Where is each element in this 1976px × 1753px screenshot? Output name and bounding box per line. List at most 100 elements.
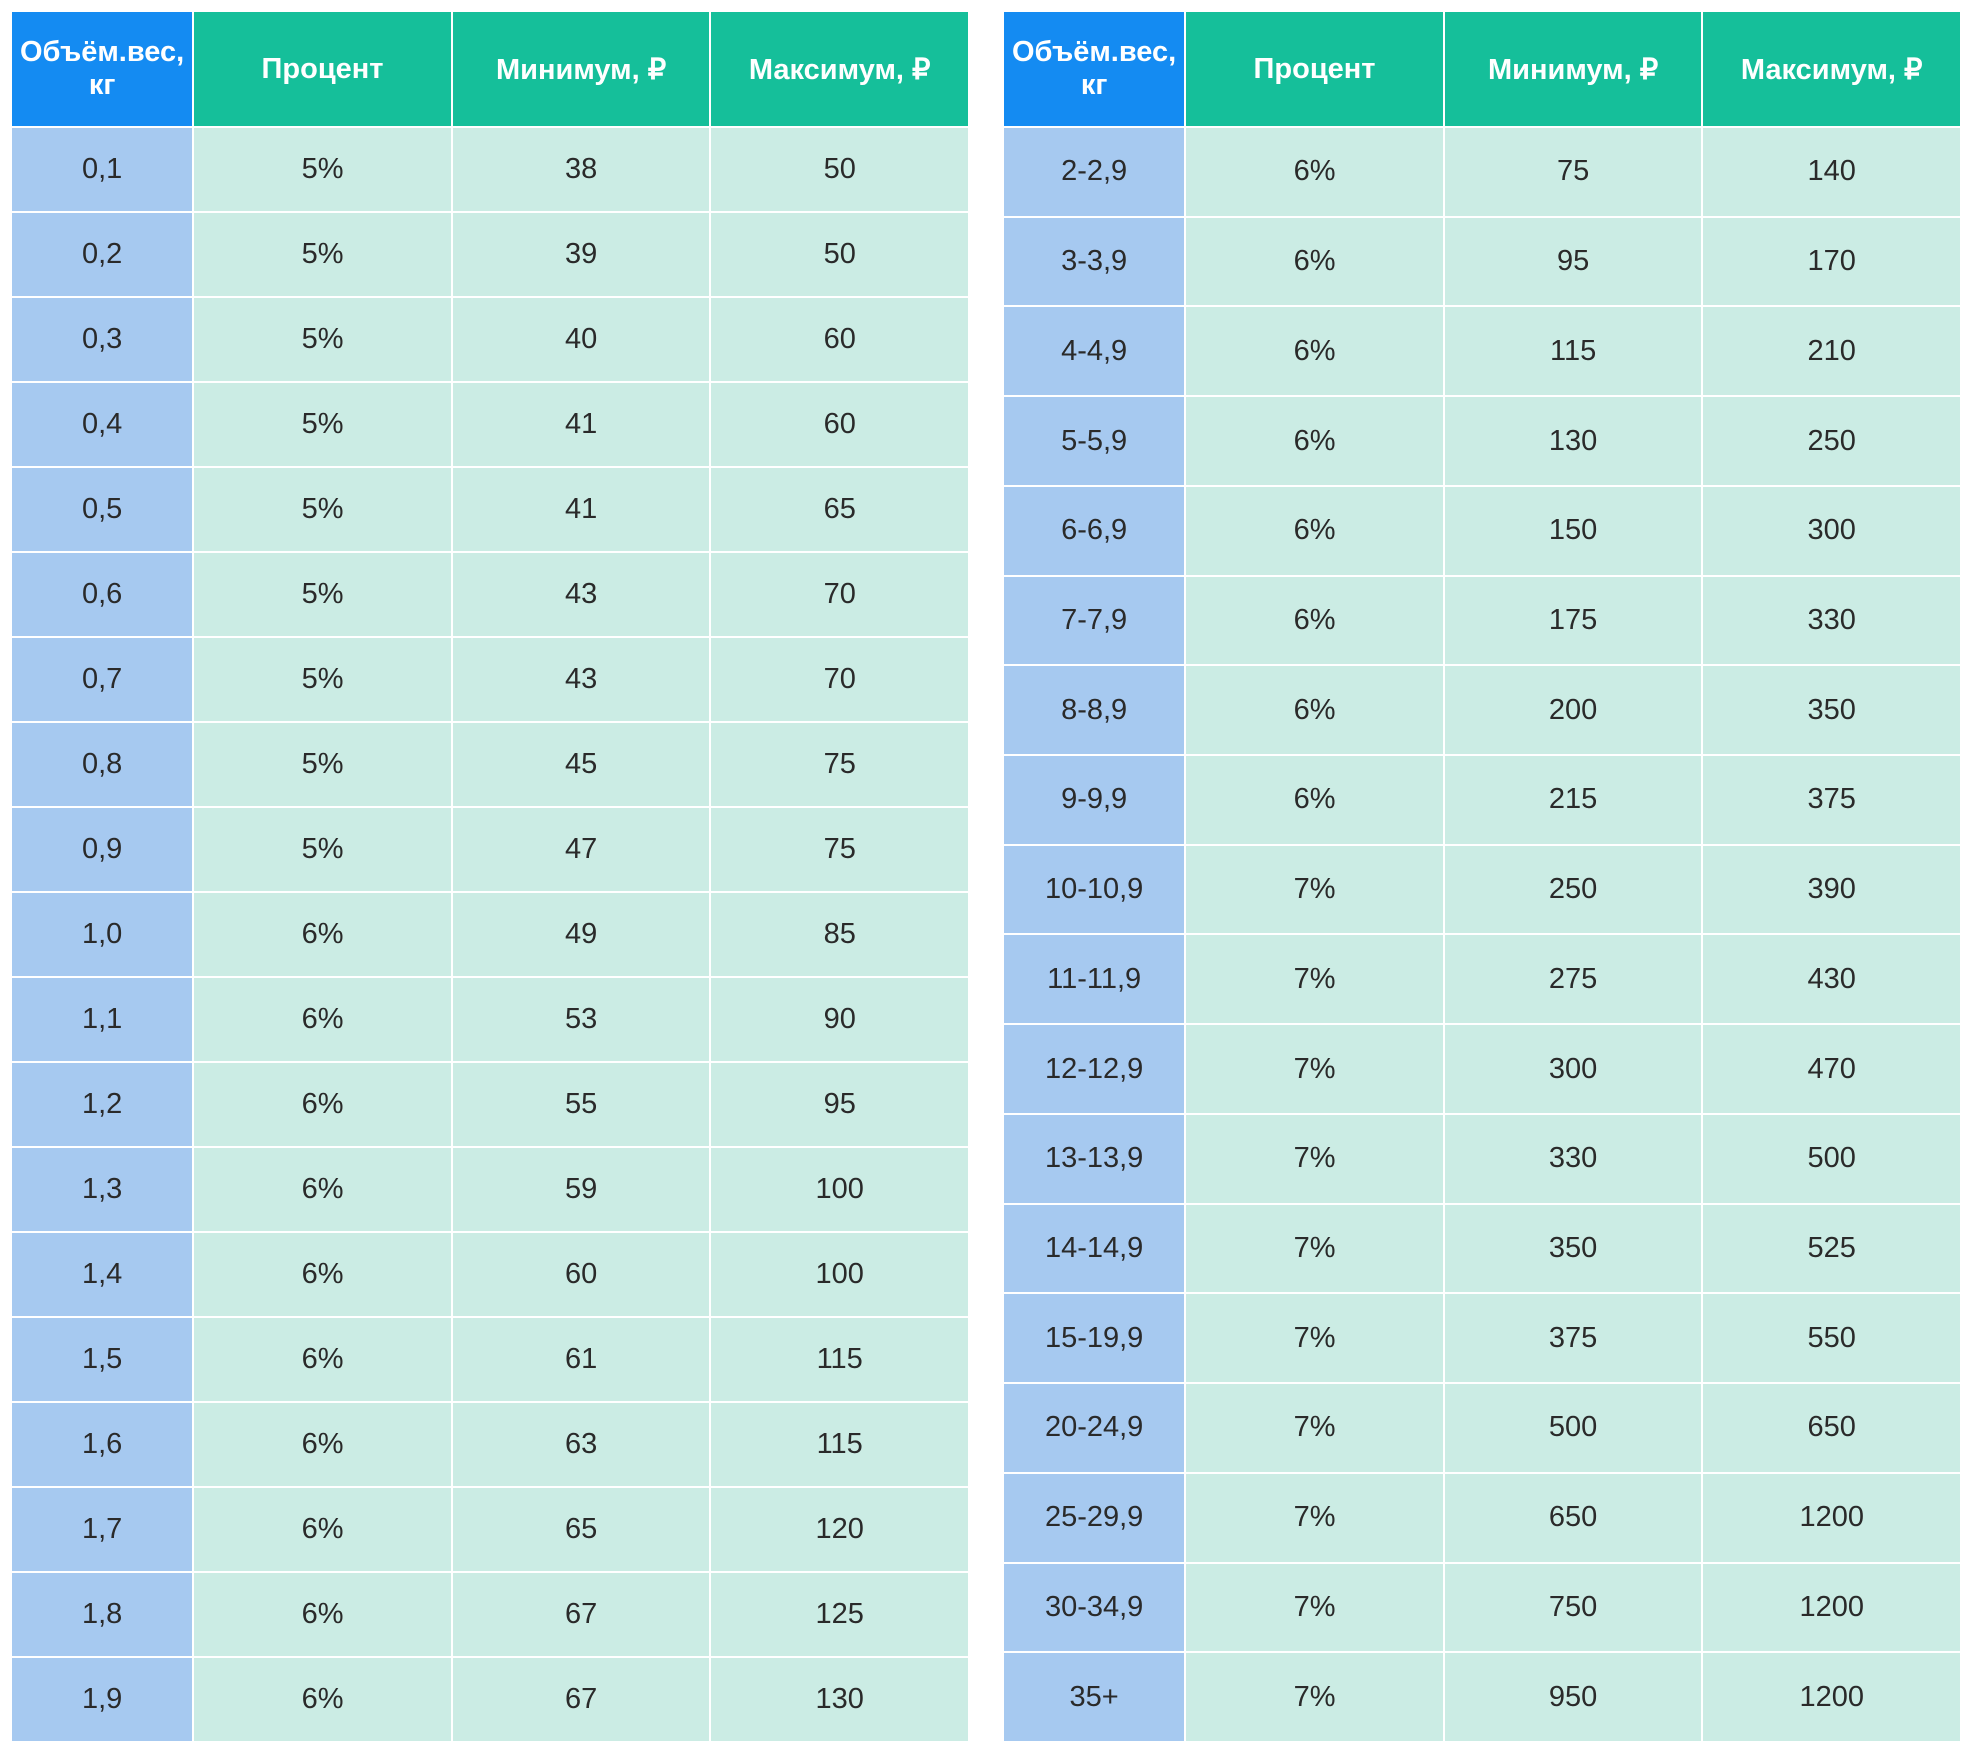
cell-percent: 7% bbox=[1185, 1114, 1444, 1204]
cell-min: 150 bbox=[1444, 486, 1703, 576]
cell-min: 130 bbox=[1444, 396, 1703, 486]
cell-max: 50 bbox=[710, 127, 969, 212]
cell-percent: 5% bbox=[193, 127, 452, 212]
table-row: 10-10,97%250390 bbox=[1003, 845, 1961, 935]
cell-min: 67 bbox=[452, 1657, 711, 1742]
cell-min: 750 bbox=[1444, 1563, 1703, 1653]
cell-min: 55 bbox=[452, 1062, 711, 1147]
cell-weight: 30-34,9 bbox=[1003, 1563, 1185, 1653]
cell-max: 330 bbox=[1702, 576, 1961, 666]
cell-percent: 7% bbox=[1185, 1652, 1444, 1742]
table-header-row: Объём.вес, кг Процент Минимум, ₽ Максиму… bbox=[11, 11, 969, 127]
table-row: 0,55%4165 bbox=[11, 467, 969, 552]
cell-weight: 9-9,9 bbox=[1003, 755, 1185, 845]
cell-min: 41 bbox=[452, 467, 711, 552]
cell-max: 65 bbox=[710, 467, 969, 552]
cell-weight: 1,7 bbox=[11, 1487, 193, 1572]
table-body-left: 0,15%38500,25%39500,35%40600,45%41600,55… bbox=[11, 127, 969, 1742]
cell-weight: 1,6 bbox=[11, 1402, 193, 1487]
cell-max: 60 bbox=[710, 297, 969, 382]
table-row: 1,16%5390 bbox=[11, 977, 969, 1062]
cell-max: 85 bbox=[710, 892, 969, 977]
cell-percent: 6% bbox=[1185, 127, 1444, 217]
cell-weight: 0,1 bbox=[11, 127, 193, 212]
cell-weight: 1,5 bbox=[11, 1317, 193, 1402]
cell-percent: 6% bbox=[1185, 665, 1444, 755]
cell-percent: 6% bbox=[193, 1147, 452, 1232]
cell-max: 550 bbox=[1702, 1293, 1961, 1383]
table-row: 25-29,97%6501200 bbox=[1003, 1473, 1961, 1563]
cell-weight: 0,4 bbox=[11, 382, 193, 467]
cell-weight: 1,1 bbox=[11, 977, 193, 1062]
table-row: 2-2,96%75140 bbox=[1003, 127, 1961, 217]
table-row: 13-13,97%330500 bbox=[1003, 1114, 1961, 1204]
column-header-percent: Процент bbox=[193, 11, 452, 127]
cell-min: 950 bbox=[1444, 1652, 1703, 1742]
cell-weight: 0,9 bbox=[11, 807, 193, 892]
cell-weight: 0,7 bbox=[11, 637, 193, 722]
cell-max: 60 bbox=[710, 382, 969, 467]
cell-max: 115 bbox=[710, 1402, 969, 1487]
table-row: 1,56%61115 bbox=[11, 1317, 969, 1402]
cell-percent: 6% bbox=[193, 1062, 452, 1147]
cell-weight: 3-3,9 bbox=[1003, 217, 1185, 307]
cell-percent: 5% bbox=[193, 212, 452, 297]
table-row: 35+7%9501200 bbox=[1003, 1652, 1961, 1742]
cell-percent: 7% bbox=[1185, 1293, 1444, 1383]
cell-max: 390 bbox=[1702, 845, 1961, 935]
cell-percent: 5% bbox=[193, 382, 452, 467]
table-body-right: 2-2,96%751403-3,96%951704-4,96%1152105-5… bbox=[1003, 127, 1961, 1742]
table-row: 14-14,97%350525 bbox=[1003, 1204, 1961, 1294]
cell-max: 115 bbox=[710, 1317, 969, 1402]
cell-percent: 6% bbox=[193, 892, 452, 977]
cell-weight: 1,3 bbox=[11, 1147, 193, 1232]
cell-max: 1200 bbox=[1702, 1652, 1961, 1742]
table-row: 4-4,96%115210 bbox=[1003, 306, 1961, 396]
cell-min: 650 bbox=[1444, 1473, 1703, 1563]
column-header-max: Максимум, ₽ bbox=[710, 11, 969, 127]
table-row: 0,15%3850 bbox=[11, 127, 969, 212]
table-row: 0,95%4775 bbox=[11, 807, 969, 892]
cell-min: 500 bbox=[1444, 1383, 1703, 1473]
cell-weight: 1,0 bbox=[11, 892, 193, 977]
cell-max: 350 bbox=[1702, 665, 1961, 755]
cell-min: 43 bbox=[452, 552, 711, 637]
rate-table-left: Объём.вес, кг Процент Минимум, ₽ Максиму… bbox=[10, 10, 970, 1743]
cell-weight: 25-29,9 bbox=[1003, 1473, 1185, 1563]
cell-weight: 13-13,9 bbox=[1003, 1114, 1185, 1204]
cell-percent: 6% bbox=[193, 1232, 452, 1317]
cell-weight: 4-4,9 bbox=[1003, 306, 1185, 396]
column-header-min: Минимум, ₽ bbox=[452, 11, 711, 127]
cell-weight: 0,5 bbox=[11, 467, 193, 552]
cell-weight: 12-12,9 bbox=[1003, 1024, 1185, 1114]
table-row: 30-34,97%7501200 bbox=[1003, 1563, 1961, 1653]
table-row: 1,66%63115 bbox=[11, 1402, 969, 1487]
cell-percent: 6% bbox=[1185, 576, 1444, 666]
cell-percent: 6% bbox=[1185, 486, 1444, 576]
cell-percent: 5% bbox=[193, 297, 452, 382]
cell-weight: 11-11,9 bbox=[1003, 934, 1185, 1024]
table-row: 9-9,96%215375 bbox=[1003, 755, 1961, 845]
cell-min: 200 bbox=[1444, 665, 1703, 755]
cell-percent: 7% bbox=[1185, 1383, 1444, 1473]
table-row: 8-8,96%200350 bbox=[1003, 665, 1961, 755]
table-row: 1,36%59100 bbox=[11, 1147, 969, 1232]
cell-max: 1200 bbox=[1702, 1473, 1961, 1563]
cell-percent: 5% bbox=[193, 722, 452, 807]
cell-weight: 6-6,9 bbox=[1003, 486, 1185, 576]
cell-min: 275 bbox=[1444, 934, 1703, 1024]
cell-weight: 1,4 bbox=[11, 1232, 193, 1317]
cell-max: 95 bbox=[710, 1062, 969, 1147]
table-head: Объём.вес, кг Процент Минимум, ₽ Максиму… bbox=[1003, 11, 1961, 127]
cell-percent: 6% bbox=[193, 1572, 452, 1657]
table-row: 1,46%60100 bbox=[11, 1232, 969, 1317]
cell-weight: 35+ bbox=[1003, 1652, 1185, 1742]
cell-weight: 14-14,9 bbox=[1003, 1204, 1185, 1294]
cell-max: 50 bbox=[710, 212, 969, 297]
cell-weight: 15-19,9 bbox=[1003, 1293, 1185, 1383]
cell-max: 140 bbox=[1702, 127, 1961, 217]
cell-weight: 0,6 bbox=[11, 552, 193, 637]
cell-weight: 20-24,9 bbox=[1003, 1383, 1185, 1473]
table-row: 0,85%4575 bbox=[11, 722, 969, 807]
table-row: 0,45%4160 bbox=[11, 382, 969, 467]
